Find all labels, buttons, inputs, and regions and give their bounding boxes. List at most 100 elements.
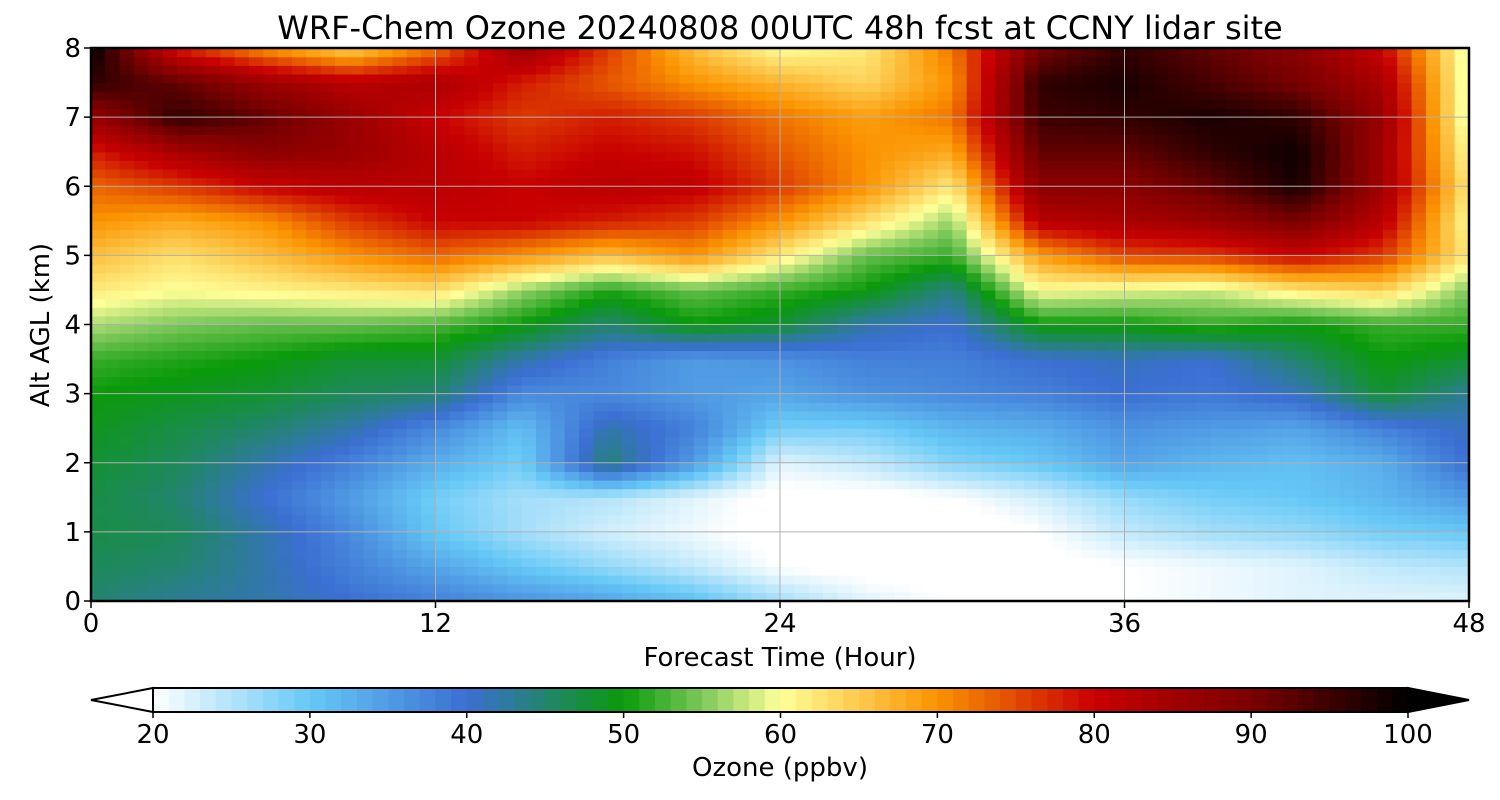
heatmap-cell	[794, 557, 810, 568]
heatmap-cell	[263, 333, 279, 343]
heatmap-cell	[1368, 592, 1384, 601]
heatmap-cell	[1052, 229, 1068, 239]
heatmap-cell	[894, 549, 910, 559]
heatmap-cell	[1411, 324, 1427, 334]
heatmap-cell	[1454, 566, 1469, 576]
heatmap-cell	[1296, 445, 1312, 455]
heatmap-cell	[894, 531, 910, 542]
heatmap-cell	[435, 419, 451, 429]
heatmap-cell	[1038, 203, 1054, 213]
heatmap-cell	[1368, 203, 1384, 213]
heatmap-cell	[794, 203, 810, 213]
heatmap-cell	[751, 557, 767, 568]
heatmap-cell	[851, 393, 867, 403]
heatmap-cell	[1382, 523, 1398, 533]
heatmap-cell	[406, 220, 422, 231]
heatmap-cell	[1282, 523, 1298, 533]
heatmap-cell	[162, 531, 178, 542]
heatmap-cell	[966, 523, 982, 533]
heatmap-cell	[1196, 281, 1212, 291]
heatmap-cell	[392, 272, 408, 282]
heatmap-cell	[937, 393, 953, 403]
heatmap-cell	[579, 203, 594, 213]
heatmap-cell	[751, 549, 767, 559]
heatmap-cell	[880, 402, 896, 412]
heatmap-cell	[851, 445, 867, 455]
heatmap-cell	[1425, 540, 1441, 550]
heatmap-cell	[1325, 238, 1341, 248]
heatmap-cell	[535, 315, 551, 326]
heatmap-cell	[866, 497, 882, 507]
heatmap-cell	[780, 462, 795, 472]
heatmap-cell	[162, 255, 178, 265]
heatmap-cell	[521, 298, 537, 308]
heatmap-cell	[808, 186, 824, 196]
heatmap-cell	[880, 566, 896, 576]
heatmap-cell	[923, 151, 939, 161]
heatmap-cell	[421, 203, 437, 213]
heatmap-cell	[636, 419, 652, 429]
heatmap-cell	[1038, 315, 1054, 326]
heatmap-cell	[780, 255, 795, 265]
heatmap-cell	[1052, 194, 1068, 205]
heatmap-cell	[722, 497, 738, 507]
heatmap-cell	[1210, 341, 1226, 352]
heatmap-cell	[1052, 367, 1068, 377]
heatmap-cell	[1167, 540, 1183, 550]
heatmap-cell	[1282, 212, 1298, 222]
heatmap-cell	[1382, 168, 1398, 179]
heatmap-cell	[1224, 566, 1240, 576]
heatmap-cell	[1425, 151, 1441, 161]
heatmap-cell	[478, 480, 494, 490]
heatmap-cell	[291, 160, 307, 170]
heatmap-cell	[550, 523, 566, 533]
heatmap-cell	[1024, 445, 1039, 455]
heatmap-cell	[880, 514, 896, 524]
heatmap-cell	[335, 194, 350, 205]
heatmap-cell	[564, 350, 580, 360]
heatmap-cell	[478, 376, 494, 386]
heatmap-cell	[263, 315, 279, 326]
heatmap-cell	[91, 220, 106, 231]
heatmap-cell	[177, 177, 193, 187]
heatmap-cell	[507, 272, 523, 282]
heatmap-cell	[1067, 480, 1083, 490]
heatmap-cell	[1138, 575, 1154, 585]
heatmap-cell	[622, 333, 638, 343]
heatmap-cell	[119, 592, 135, 601]
heatmap-cell	[335, 566, 350, 576]
heatmap-cell	[435, 264, 451, 274]
heatmap-cell	[1138, 177, 1154, 187]
heatmap-cell	[622, 575, 638, 585]
heatmap-cell	[1167, 350, 1183, 360]
heatmap-cell	[277, 384, 293, 395]
heatmap-cell	[191, 151, 207, 161]
heatmap-cell	[679, 333, 695, 343]
heatmap-cell	[1282, 229, 1298, 239]
heatmap-cell	[923, 410, 939, 421]
heatmap-cell	[277, 505, 293, 516]
heatmap-cell	[105, 168, 121, 179]
heatmap-cell	[1454, 298, 1469, 308]
heatmap-cell	[952, 393, 968, 403]
heatmap-cell	[1181, 264, 1197, 274]
heatmap-cell	[220, 212, 236, 222]
heatmap-cell	[636, 592, 652, 601]
heatmap-cell	[1110, 367, 1126, 377]
heatmap-cell	[1382, 289, 1398, 300]
heatmap-cell	[1110, 194, 1126, 205]
heatmap-cell	[894, 471, 910, 481]
heatmap-cell	[1454, 272, 1469, 282]
heatmap-cell	[1081, 341, 1097, 352]
heatmap-cell	[1282, 445, 1298, 455]
heatmap-cell	[1009, 324, 1025, 334]
heatmap-cell	[693, 203, 709, 213]
heatmap-cell	[535, 480, 551, 490]
heatmap-cell	[937, 229, 953, 239]
heatmap-cell	[521, 462, 537, 472]
heatmap-cell	[449, 583, 465, 593]
heatmap-cell	[1052, 575, 1068, 585]
heatmap-cell	[1052, 203, 1068, 213]
heatmap-cell	[234, 531, 250, 542]
heatmap-cell	[378, 307, 394, 317]
